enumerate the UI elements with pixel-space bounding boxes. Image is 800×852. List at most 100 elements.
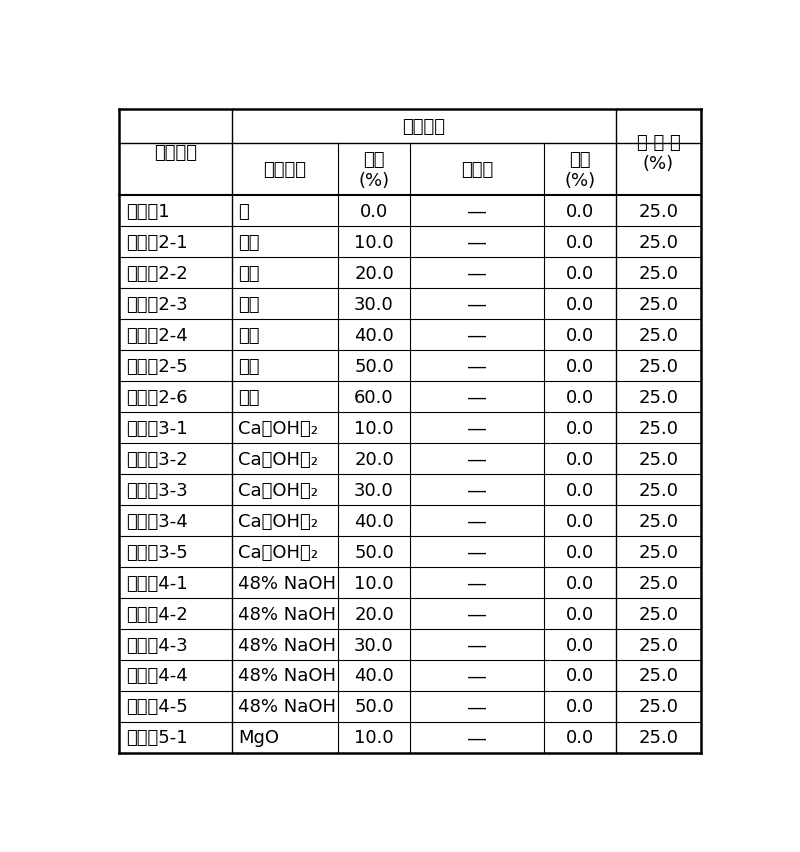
- Text: ―: ―: [468, 543, 486, 561]
- Text: ―: ―: [468, 233, 486, 251]
- Text: 比较例3-2: 比较例3-2: [126, 450, 188, 468]
- Text: 0.0: 0.0: [566, 667, 594, 685]
- Text: 20.0: 20.0: [354, 265, 394, 283]
- Text: ―: ―: [468, 667, 486, 685]
- Text: 25.0: 25.0: [638, 296, 678, 314]
- Text: 固定剂: 固定剂: [461, 161, 493, 179]
- Text: 0.0: 0.0: [566, 605, 594, 623]
- Text: 比较例1: 比较例1: [126, 203, 170, 221]
- Text: 水泥: 水泥: [238, 326, 259, 344]
- Text: ―: ―: [468, 636, 486, 653]
- Text: 25.0: 25.0: [638, 389, 678, 406]
- Text: 0.0: 0.0: [566, 357, 594, 376]
- Text: ―: ―: [468, 265, 486, 283]
- Text: ―: ―: [468, 512, 486, 530]
- Text: 0.0: 0.0: [566, 326, 594, 344]
- Text: 25.0: 25.0: [638, 636, 678, 653]
- Text: 25.0: 25.0: [638, 326, 678, 344]
- Text: 30.0: 30.0: [354, 296, 394, 314]
- Text: 0.0: 0.0: [566, 543, 594, 561]
- Text: 水泥: 水泥: [238, 233, 259, 251]
- Text: －: －: [238, 203, 249, 221]
- Text: 比较例5-1: 比较例5-1: [126, 728, 188, 746]
- Text: 50.0: 50.0: [354, 543, 394, 561]
- Text: 0.0: 0.0: [566, 481, 594, 499]
- Text: 用量
(%): 用量 (%): [358, 151, 390, 189]
- Text: 25.0: 25.0: [638, 357, 678, 376]
- Text: ―: ―: [468, 203, 486, 221]
- Text: 碗性试剂: 碗性试剂: [263, 161, 306, 179]
- Text: 比较例2-2: 比较例2-2: [126, 265, 188, 283]
- Text: 0.0: 0.0: [566, 698, 594, 716]
- Text: 48% NaOH: 48% NaOH: [238, 698, 336, 716]
- Text: 10.0: 10.0: [354, 233, 394, 251]
- Text: 0.0: 0.0: [566, 233, 594, 251]
- Text: 0.0: 0.0: [566, 450, 594, 468]
- Text: 水泥: 水泥: [238, 265, 259, 283]
- Text: Ca（OH）₂: Ca（OH）₂: [238, 481, 318, 499]
- Text: 比较例2-3: 比较例2-3: [126, 296, 188, 314]
- Text: 25.0: 25.0: [638, 481, 678, 499]
- Text: 比较例3-5: 比较例3-5: [126, 543, 188, 561]
- Text: 30.0: 30.0: [354, 636, 394, 653]
- Text: 50.0: 50.0: [354, 698, 394, 716]
- Text: 30.0: 30.0: [354, 481, 394, 499]
- Text: 比较例4-1: 比较例4-1: [126, 574, 188, 592]
- Text: 60.0: 60.0: [354, 389, 394, 406]
- Text: 25.0: 25.0: [638, 512, 678, 530]
- Text: 水泥: 水泥: [238, 296, 259, 314]
- Text: ―: ―: [468, 481, 486, 499]
- Text: Ca（OH）₂: Ca（OH）₂: [238, 419, 318, 437]
- Text: ―: ―: [468, 450, 486, 468]
- Text: 25.0: 25.0: [638, 574, 678, 592]
- Text: 10.0: 10.0: [354, 574, 394, 592]
- Text: 用量
(%): 用量 (%): [564, 151, 595, 189]
- Text: 0.0: 0.0: [566, 389, 594, 406]
- Text: 25.0: 25.0: [638, 605, 678, 623]
- Text: 48% NaOH: 48% NaOH: [238, 605, 336, 623]
- Text: ―: ―: [468, 419, 486, 437]
- Text: 25.0: 25.0: [638, 203, 678, 221]
- Text: 25.0: 25.0: [638, 543, 678, 561]
- Text: 比较例4-5: 比较例4-5: [126, 698, 188, 716]
- Text: 比较例4-4: 比较例4-4: [126, 667, 188, 685]
- Text: ―: ―: [468, 326, 486, 344]
- Text: 40.0: 40.0: [354, 326, 394, 344]
- Text: 比较例2-4: 比较例2-4: [126, 326, 188, 344]
- Text: 比较例2-6: 比较例2-6: [126, 389, 188, 406]
- Text: 0.0: 0.0: [566, 203, 594, 221]
- Text: 48% NaOH: 48% NaOH: [238, 667, 336, 685]
- Text: 0.0: 0.0: [566, 512, 594, 530]
- Text: ―: ―: [468, 605, 486, 623]
- Text: 比较例3-3: 比较例3-3: [126, 481, 188, 499]
- Text: 比较例4-3: 比较例4-3: [126, 636, 188, 653]
- Text: 50.0: 50.0: [354, 357, 394, 376]
- Text: 10.0: 10.0: [354, 728, 394, 746]
- Text: 比较例号: 比较例号: [154, 144, 197, 162]
- Text: 40.0: 40.0: [354, 512, 394, 530]
- Text: ―: ―: [468, 389, 486, 406]
- Text: 0.0: 0.0: [566, 419, 594, 437]
- Text: 25.0: 25.0: [638, 667, 678, 685]
- Text: 25.0: 25.0: [638, 728, 678, 746]
- Text: 10.0: 10.0: [354, 419, 394, 437]
- Text: 25.0: 25.0: [638, 450, 678, 468]
- Text: 0.0: 0.0: [566, 728, 594, 746]
- Text: MgO: MgO: [238, 728, 279, 746]
- Text: 0.0: 0.0: [360, 203, 388, 221]
- Text: 水泥: 水泥: [238, 389, 259, 406]
- Text: 比较例2-5: 比较例2-5: [126, 357, 188, 376]
- Text: 25.0: 25.0: [638, 419, 678, 437]
- Text: Ca（OH）₂: Ca（OH）₂: [238, 543, 318, 561]
- Text: 0.0: 0.0: [566, 265, 594, 283]
- Text: ―: ―: [468, 574, 486, 592]
- Text: 比较例4-2: 比较例4-2: [126, 605, 188, 623]
- Text: 40.0: 40.0: [354, 667, 394, 685]
- Text: 比较例3-4: 比较例3-4: [126, 512, 188, 530]
- Text: 0.0: 0.0: [566, 296, 594, 314]
- Text: 比较例3-1: 比较例3-1: [126, 419, 188, 437]
- Text: 25.0: 25.0: [638, 265, 678, 283]
- Text: Ca（OH）₂: Ca（OH）₂: [238, 450, 318, 468]
- Text: ―: ―: [468, 698, 486, 716]
- Text: 25.0: 25.0: [638, 233, 678, 251]
